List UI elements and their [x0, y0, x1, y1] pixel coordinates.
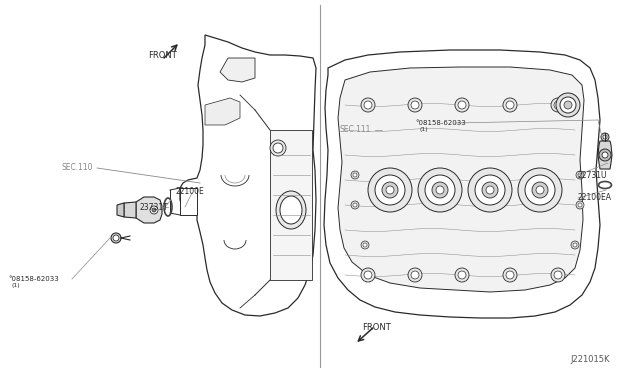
Circle shape — [361, 98, 375, 112]
Circle shape — [458, 271, 466, 279]
Polygon shape — [117, 203, 124, 217]
Text: SEC.110: SEC.110 — [62, 164, 93, 173]
Circle shape — [554, 271, 562, 279]
Circle shape — [351, 171, 359, 179]
Polygon shape — [324, 50, 600, 318]
Circle shape — [603, 135, 607, 139]
Circle shape — [418, 168, 462, 212]
Text: 23731T: 23731T — [140, 202, 169, 212]
Polygon shape — [598, 141, 612, 169]
Circle shape — [386, 186, 394, 194]
Circle shape — [503, 268, 517, 282]
Circle shape — [436, 186, 444, 194]
Circle shape — [601, 133, 609, 141]
Circle shape — [455, 268, 469, 282]
Polygon shape — [205, 98, 240, 125]
Circle shape — [364, 101, 372, 109]
Text: (1): (1) — [12, 283, 20, 289]
Polygon shape — [136, 197, 162, 223]
Circle shape — [111, 233, 121, 243]
Circle shape — [578, 203, 582, 207]
Text: °08158-62033: °08158-62033 — [8, 276, 59, 282]
Circle shape — [363, 243, 367, 247]
Circle shape — [408, 268, 422, 282]
Circle shape — [432, 182, 448, 198]
Circle shape — [554, 101, 562, 109]
Polygon shape — [338, 67, 584, 292]
Circle shape — [518, 168, 562, 212]
Circle shape — [113, 235, 119, 241]
Circle shape — [273, 143, 283, 153]
Circle shape — [425, 175, 455, 205]
Circle shape — [458, 101, 466, 109]
Circle shape — [599, 149, 611, 161]
Polygon shape — [180, 188, 197, 215]
Circle shape — [556, 93, 580, 117]
Text: FRONT: FRONT — [362, 324, 391, 333]
Circle shape — [455, 98, 469, 112]
Circle shape — [382, 182, 398, 198]
Circle shape — [152, 208, 156, 212]
Circle shape — [408, 98, 422, 112]
Circle shape — [573, 243, 577, 247]
Circle shape — [560, 97, 576, 113]
Circle shape — [564, 101, 572, 109]
Circle shape — [411, 271, 419, 279]
Circle shape — [576, 201, 584, 209]
Circle shape — [411, 101, 419, 109]
Text: J221015K: J221015K — [570, 356, 609, 365]
Circle shape — [576, 171, 584, 179]
Circle shape — [536, 186, 544, 194]
Circle shape — [475, 175, 505, 205]
Circle shape — [150, 206, 158, 214]
Circle shape — [486, 186, 494, 194]
Circle shape — [364, 271, 372, 279]
Ellipse shape — [276, 191, 306, 229]
Text: 22100EA: 22100EA — [578, 193, 612, 202]
Polygon shape — [124, 202, 136, 218]
Polygon shape — [270, 130, 312, 280]
Circle shape — [361, 268, 375, 282]
Text: SEC.111: SEC.111 — [340, 125, 371, 135]
Circle shape — [375, 175, 405, 205]
Text: 22100E: 22100E — [175, 187, 204, 196]
Circle shape — [551, 268, 565, 282]
Circle shape — [525, 175, 555, 205]
Circle shape — [551, 98, 565, 112]
Text: °08158-62033: °08158-62033 — [415, 120, 466, 126]
Circle shape — [351, 201, 359, 209]
Polygon shape — [220, 58, 255, 82]
Text: 22731U: 22731U — [578, 170, 607, 180]
Circle shape — [503, 98, 517, 112]
Polygon shape — [180, 35, 316, 316]
Circle shape — [353, 203, 357, 207]
Circle shape — [270, 140, 286, 156]
Circle shape — [482, 182, 498, 198]
Circle shape — [578, 173, 582, 177]
Circle shape — [571, 241, 579, 249]
Circle shape — [468, 168, 512, 212]
Text: (1): (1) — [420, 128, 429, 132]
Circle shape — [353, 173, 357, 177]
Circle shape — [506, 101, 514, 109]
Ellipse shape — [280, 196, 302, 224]
Circle shape — [602, 152, 608, 158]
Text: FRONT: FRONT — [148, 51, 177, 60]
Circle shape — [368, 168, 412, 212]
Circle shape — [361, 241, 369, 249]
Circle shape — [532, 182, 548, 198]
Circle shape — [506, 271, 514, 279]
